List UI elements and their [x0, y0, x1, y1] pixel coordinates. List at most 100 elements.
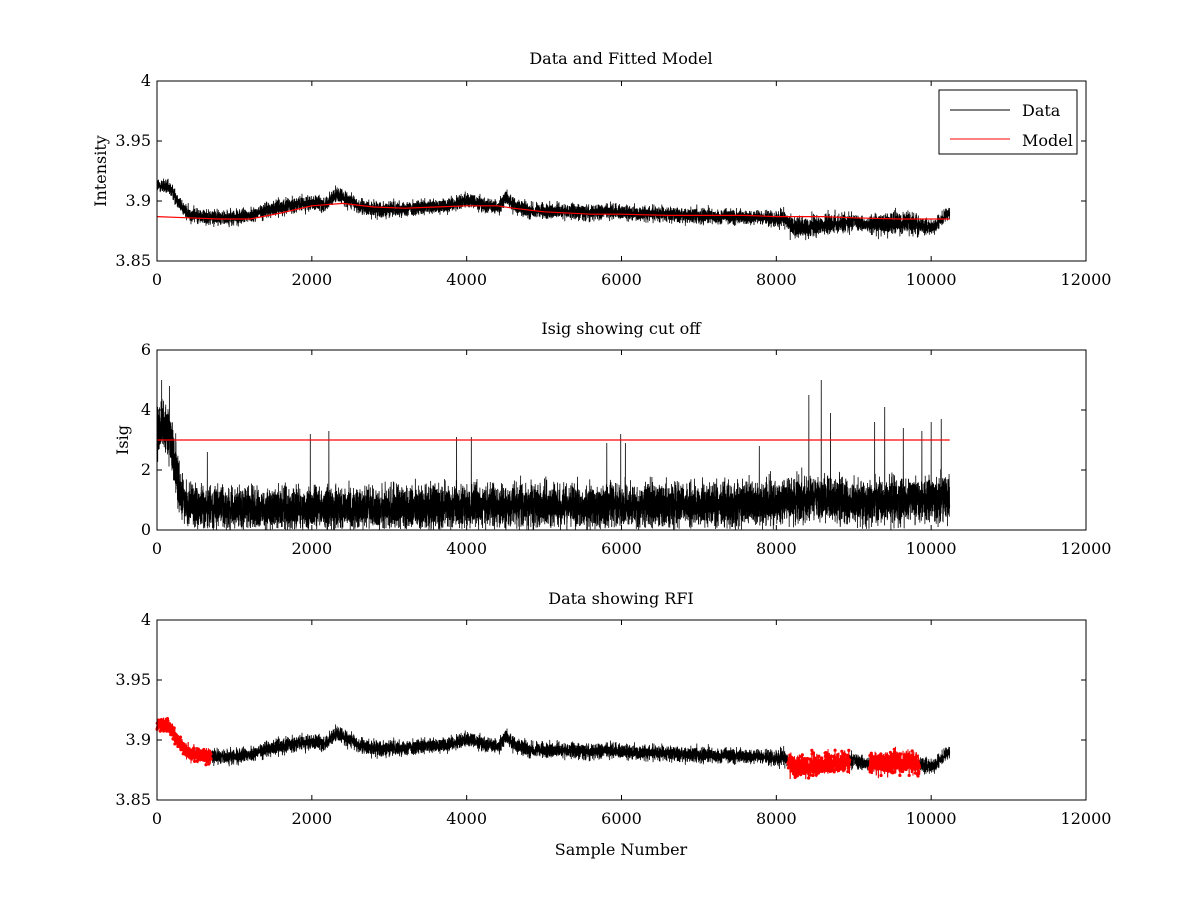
- panel-1-title: Data and Fitted Model: [529, 49, 712, 68]
- rfi-marker: [207, 762, 211, 766]
- panel-2-ylabel: Isig: [113, 425, 132, 455]
- x-tick-label: 10000: [906, 270, 957, 289]
- rfi-marker: [799, 772, 803, 777]
- x-tick-label: 4000: [446, 270, 487, 289]
- rfi-marker: [181, 742, 186, 746]
- y-tick-label: 3.85: [115, 790, 151, 809]
- rfi-marker: [829, 769, 833, 773]
- rfi-marker: [802, 763, 806, 767]
- panel-2-ticks: 0 2000 4000 6000 8000 10000 12000 0 2 4 6: [141, 340, 1112, 558]
- rfi-marker: [800, 753, 804, 757]
- rfi-marker: [159, 718, 164, 722]
- rfi-marker: [877, 762, 882, 766]
- rfi-marker: [910, 749, 914, 753]
- rfi-marker: [836, 769, 841, 773]
- x-tick-label: 12000: [1061, 270, 1112, 289]
- rfi-marker: [192, 746, 196, 750]
- rfi-marker: [833, 755, 838, 759]
- rfi-marker: [820, 756, 824, 761]
- rfi-marker: [896, 759, 901, 763]
- rfi-marker: [900, 765, 904, 769]
- rfi-marker: [889, 767, 893, 771]
- rfi-marker: [209, 757, 213, 761]
- rfi-marker: [196, 747, 200, 751]
- panel-3-title: Data showing RFI: [548, 589, 693, 608]
- rfi-marker: [888, 750, 892, 755]
- rfi-marker: [911, 753, 915, 758]
- x-tick-label: 6000: [601, 809, 642, 828]
- series-isig-line: [156, 379, 951, 530]
- x-tick-label: 0: [152, 809, 162, 828]
- rfi-marker: [209, 752, 213, 756]
- rfi-marker: [814, 759, 818, 763]
- rfi-marker: [807, 776, 811, 780]
- x-tick-label: 0: [152, 539, 162, 558]
- rfi-marker: [907, 773, 911, 778]
- x-tick-label: 8000: [756, 270, 797, 289]
- rfi-marker: [810, 748, 814, 752]
- rfi-marker: [898, 773, 902, 777]
- rfi-marker: [869, 751, 873, 755]
- rfi-marker: [842, 755, 846, 759]
- rfi-marker: [810, 759, 814, 763]
- panel-2-title: Isig showing cut off: [541, 319, 702, 338]
- rfi-marker: [873, 759, 878, 763]
- panel-3-plot-area: [155, 717, 951, 780]
- legend-entry-data: Data: [1022, 101, 1061, 120]
- y-tick-label: 3.9: [126, 191, 151, 210]
- rfi-marker: [893, 770, 897, 774]
- rfi-marker: [847, 748, 851, 752]
- rfi-marker: [879, 773, 883, 778]
- panel-rfi: Data showing RFI 0 2000 4000 6000 8000 10000 1…: [115, 589, 1111, 859]
- rfi-marker: [796, 771, 800, 775]
- rfi-marker: [869, 759, 874, 763]
- x-tick-label: 2000: [291, 539, 332, 558]
- rfi-marker: [915, 754, 919, 758]
- x-tick-label: 12000: [1061, 809, 1112, 828]
- rfi-marker: [868, 770, 872, 774]
- rfi-marker: [173, 742, 177, 746]
- y-tick-label: 0: [141, 520, 151, 539]
- rfi-marker: [795, 774, 799, 778]
- rfi-marker: [813, 770, 817, 774]
- rfi-marker: [827, 759, 831, 763]
- rfi-marker: [836, 753, 840, 757]
- y-tick-label: 3.9: [126, 730, 151, 749]
- rfi-marker: [875, 766, 880, 770]
- panel-data-and-model: Data and Fitted Model Intensity 0 2000 400…: [91, 49, 1111, 289]
- panel-1-ticks: 0 2000 4000 6000 8000 10000 12000 3.85 3.9 3.95 4: [115, 71, 1111, 289]
- y-tick-label: 3.85: [115, 251, 151, 270]
- rfi-marker: [175, 734, 180, 738]
- panel-2-plot-area: [156, 379, 951, 530]
- series-model-line: [156, 202, 950, 220]
- y-tick-label: 4: [141, 610, 151, 629]
- rfi-marker: [917, 765, 922, 769]
- rfi-marker: [822, 769, 827, 773]
- rfi-marker: [172, 726, 176, 730]
- rfi-marker: [832, 770, 836, 774]
- rfi-marker: [846, 769, 850, 774]
- rfi-marker: [914, 758, 918, 762]
- rfi-marker: [178, 735, 183, 739]
- x-tick-label: 10000: [906, 539, 957, 558]
- rfi-marker: [916, 774, 920, 778]
- panel-3-ticks: 0 2000 4000 6000 8000 10000 12000 3.85 3.9 3.95 4: [115, 610, 1111, 828]
- panel-1-ylabel: Intensity: [91, 135, 110, 207]
- x-tick-label: 8000: [756, 539, 797, 558]
- rfi-marker: [814, 773, 818, 777]
- y-tick-label: 3.95: [115, 131, 151, 150]
- x-tick-label: 4000: [446, 539, 487, 558]
- rfi-marker: [848, 758, 852, 762]
- rfi-marker: [879, 752, 883, 756]
- x-tick-label: 4000: [446, 809, 487, 828]
- rfi-marker: [909, 764, 913, 768]
- legend: Data Model: [938, 89, 1078, 155]
- x-tick-label: 8000: [756, 809, 797, 828]
- rfi-marker: [899, 752, 903, 756]
- rfi-marker: [170, 729, 175, 733]
- x-tick-label: 0: [152, 270, 162, 289]
- legend-box: [938, 89, 1078, 155]
- y-tick-label: 4: [141, 71, 151, 90]
- rfi-marker: [811, 751, 816, 755]
- rfi-marker: [166, 719, 170, 723]
